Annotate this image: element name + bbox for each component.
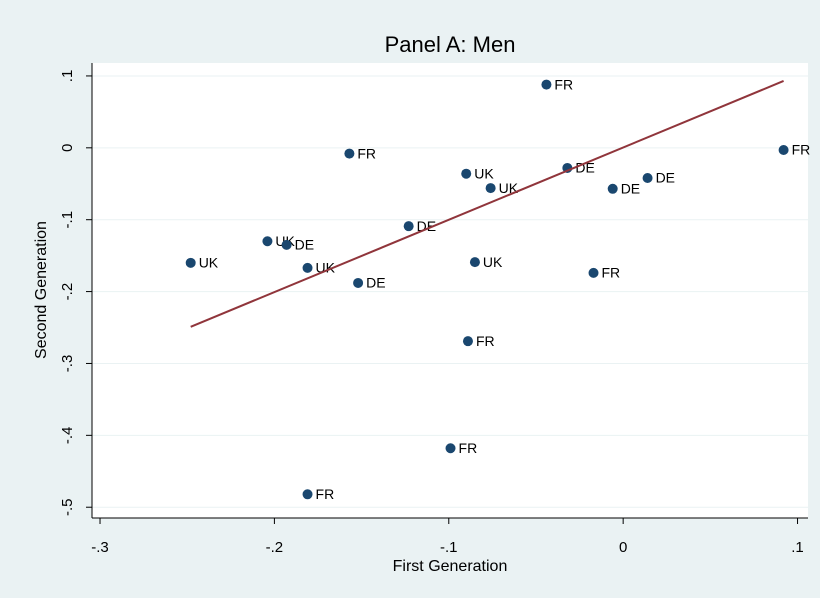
y-tick-label: -.1 (59, 211, 76, 229)
plot-area (92, 63, 808, 518)
point-label: UK (474, 165, 494, 181)
point (462, 336, 473, 347)
y-tick-label: -.4 (59, 427, 76, 445)
point-label: UK (199, 255, 219, 271)
point-label: FR (554, 76, 573, 92)
point (541, 79, 552, 90)
point (461, 168, 472, 179)
fit-line (190, 80, 784, 328)
point (778, 144, 789, 155)
point (588, 267, 599, 278)
point (403, 221, 414, 232)
point (485, 183, 496, 194)
x-tick-label: -.3 (91, 539, 109, 556)
y-tick-label: .1 (59, 70, 76, 83)
point (262, 236, 273, 247)
point-label: UK (316, 260, 336, 276)
point (607, 183, 618, 194)
x-tick-label: -.2 (266, 539, 284, 556)
point-label: DE (366, 275, 385, 291)
point-label: FR (459, 440, 478, 456)
x-tick-label: 0 (619, 539, 627, 556)
x-tick-label: .1 (791, 539, 804, 556)
y-axis-label: Second Generation (33, 221, 50, 359)
point-label: FR (316, 486, 335, 502)
point-label: FR (792, 142, 811, 158)
point-label: DE (417, 218, 436, 234)
point (302, 262, 313, 273)
point-label: UK (483, 254, 503, 270)
point-label: FR (357, 145, 376, 161)
point (281, 239, 292, 250)
y-tick-label: -.5 (59, 498, 76, 516)
point (469, 257, 480, 268)
y-tick-label: 0 (59, 144, 76, 152)
chart-title: Panel A: Men (385, 32, 516, 57)
point-label: UK (499, 180, 519, 196)
point (353, 277, 364, 288)
point-label: FR (602, 265, 621, 281)
point (185, 257, 196, 268)
point (344, 148, 355, 159)
x-axis-label: First Generation (393, 558, 508, 575)
point-label: FR (476, 333, 495, 349)
y-tick-label: -.3 (59, 355, 76, 373)
point-label: DE (575, 160, 594, 176)
y-tick-label: -.2 (59, 283, 76, 301)
x-tick-label: -.1 (440, 539, 458, 556)
point (642, 173, 653, 184)
point (445, 443, 456, 454)
point-label: DE (656, 170, 675, 186)
point-label: DE (295, 237, 314, 253)
point-label: DE (621, 180, 640, 196)
point (302, 489, 313, 500)
